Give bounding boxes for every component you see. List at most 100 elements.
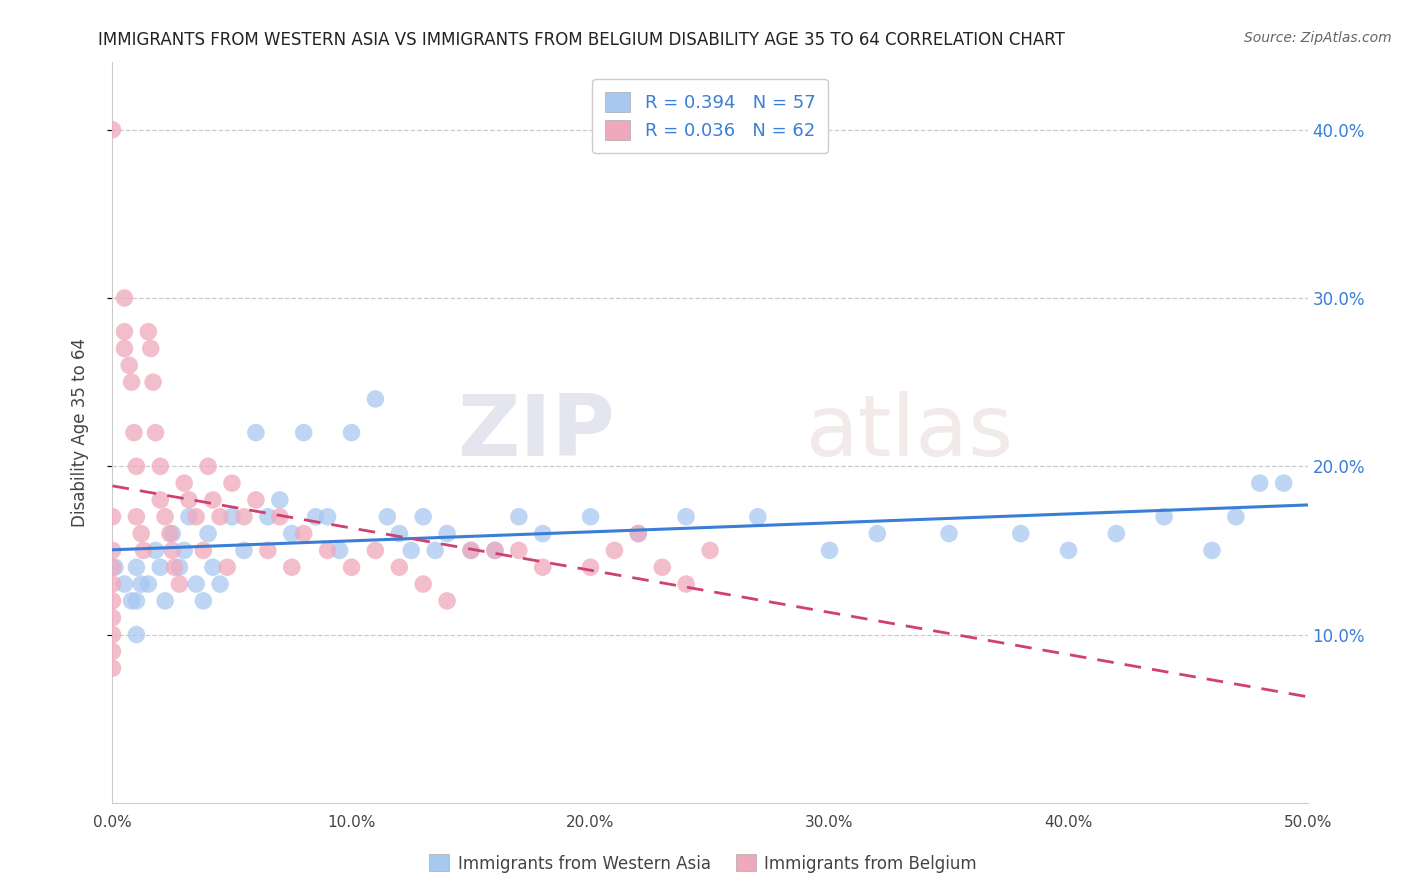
Point <box>866 526 889 541</box>
Point <box>412 577 434 591</box>
Point <box>651 560 673 574</box>
Point <box>329 543 352 558</box>
Point <box>197 526 219 541</box>
Point <box>675 577 697 591</box>
Point <box>1057 543 1080 558</box>
Point <box>201 560 224 574</box>
Point <box>627 526 650 541</box>
Point <box>292 526 315 541</box>
Text: IMMIGRANTS FROM WESTERN ASIA VS IMMIGRANTS FROM BELGIUM DISABILITY AGE 35 TO 64 : IMMIGRANTS FROM WESTERN ASIA VS IMMIGRAN… <box>98 31 1066 49</box>
Point <box>118 359 141 373</box>
Point <box>531 560 554 574</box>
Point <box>201 492 224 507</box>
Point <box>121 375 143 389</box>
Point <box>114 291 135 305</box>
Point <box>675 509 697 524</box>
Point <box>245 425 267 440</box>
Point <box>193 594 215 608</box>
Point <box>217 560 239 574</box>
Point <box>101 543 124 558</box>
Point <box>149 560 172 574</box>
Point <box>209 509 232 524</box>
Point <box>101 610 124 624</box>
Point <box>177 492 200 507</box>
Point <box>1153 509 1175 524</box>
Point <box>177 509 200 524</box>
Point <box>101 627 124 641</box>
Point <box>1105 526 1128 541</box>
Point <box>145 425 167 440</box>
Point <box>281 526 304 541</box>
Point <box>114 325 135 339</box>
Point <box>114 342 135 356</box>
Point <box>484 543 506 558</box>
Point <box>818 543 841 558</box>
Point <box>121 594 143 608</box>
Point <box>173 543 195 558</box>
Point <box>364 392 387 406</box>
Point <box>101 509 124 524</box>
Point <box>699 543 721 558</box>
Point <box>627 526 650 541</box>
Point <box>193 543 215 558</box>
Point <box>173 476 195 491</box>
Point <box>484 543 506 558</box>
Point <box>159 526 181 541</box>
Point <box>125 594 148 608</box>
Point <box>149 459 172 474</box>
Text: ZIP: ZIP <box>457 391 614 475</box>
Point <box>1225 509 1247 524</box>
Point <box>163 560 186 574</box>
Point <box>104 560 127 574</box>
Point <box>388 526 411 541</box>
Point <box>149 492 172 507</box>
Point <box>257 509 280 524</box>
Point <box>125 459 148 474</box>
Point <box>197 459 219 474</box>
Point <box>257 543 280 558</box>
Point <box>122 425 145 440</box>
Point <box>603 543 626 558</box>
Point <box>316 509 339 524</box>
Point <box>305 509 328 524</box>
Point <box>245 492 267 507</box>
Point <box>138 325 160 339</box>
Point <box>129 577 152 591</box>
Point <box>142 375 165 389</box>
Point <box>132 543 155 558</box>
Point <box>233 509 256 524</box>
Point <box>101 661 124 675</box>
Point <box>169 560 191 574</box>
Point <box>281 560 304 574</box>
Point <box>436 594 458 608</box>
Point <box>153 594 176 608</box>
Text: Source: ZipAtlas.com: Source: ZipAtlas.com <box>1244 31 1392 45</box>
Point <box>401 543 423 558</box>
Point <box>377 509 399 524</box>
Point <box>221 509 243 524</box>
Point <box>101 644 124 658</box>
Point <box>579 509 602 524</box>
Point <box>186 577 208 591</box>
Point <box>114 577 135 591</box>
Point <box>269 492 291 507</box>
Point <box>340 560 363 574</box>
Point <box>162 526 183 541</box>
Point <box>101 577 124 591</box>
Point <box>233 543 256 558</box>
Point <box>316 543 339 558</box>
Point <box>364 543 387 558</box>
Point <box>169 577 191 591</box>
Legend: R = 0.394   N = 57, R = 0.036   N = 62: R = 0.394 N = 57, R = 0.036 N = 62 <box>592 78 828 153</box>
Point <box>101 594 124 608</box>
Point <box>269 509 291 524</box>
Point <box>938 526 960 541</box>
Point <box>1249 476 1271 491</box>
Point <box>221 476 243 491</box>
Point <box>129 526 152 541</box>
Point <box>125 627 148 641</box>
Point <box>508 509 530 524</box>
Point <box>340 425 363 440</box>
Point <box>145 543 167 558</box>
Point <box>125 560 148 574</box>
